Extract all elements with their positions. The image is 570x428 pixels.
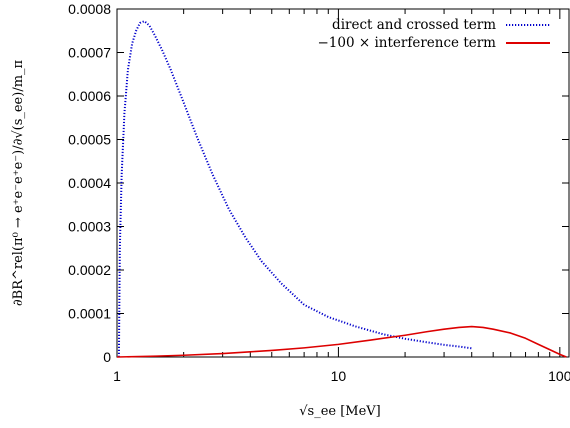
y-tick-label: 0.0007	[68, 45, 111, 61]
plot-frame	[116, 8, 570, 358]
series-line-1	[116, 325, 567, 358]
legend-label-series-0: direct and crossed term	[332, 17, 496, 33]
y-tick-label: 0.0001	[68, 306, 111, 322]
tick-labels: 0 0.0001 0.0002 0.0003 0.0004 0.0005 0.0006 0.0…	[68, 1, 570, 384]
y-axis-label: ∂BR^rel(π⁰ → e⁺e⁻e⁺e⁻)/∂√(s_ee)/m_π	[11, 59, 26, 306]
legend: direct and crossed term −100 × interfere…	[318, 17, 550, 51]
y-tick-label: 0.0006	[68, 88, 111, 104]
y-tick-label: 0	[103, 349, 111, 365]
x-axis-label: √s_ee [MeV]	[299, 404, 381, 419]
legend-label-series-1: −100 × interference term	[318, 35, 497, 51]
y-tick-label: 0.0003	[68, 219, 111, 235]
y-tick-label: 0.0002	[68, 262, 111, 278]
series-line-0	[117, 20, 472, 358]
x-tick-label: 100	[548, 368, 570, 384]
x-tick-label: 10	[331, 368, 347, 384]
y-tick-label: 0.0004	[68, 175, 111, 191]
axis-ticks	[116, 8, 569, 358]
y-tick-label: 0.0008	[68, 1, 111, 17]
x-tick-label: 1	[113, 368, 121, 384]
y-tick-label: 0.0005	[68, 132, 111, 148]
series-layer	[116, 20, 567, 358]
